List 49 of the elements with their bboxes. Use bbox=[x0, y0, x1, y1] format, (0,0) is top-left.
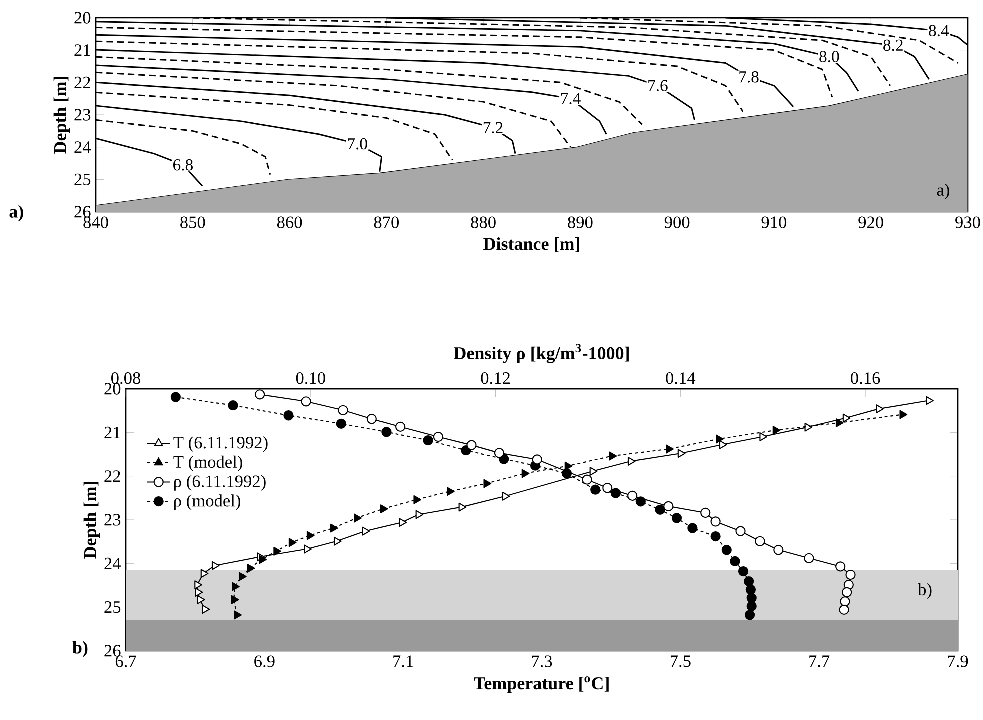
x-tick-label: 900 bbox=[664, 216, 690, 228]
y-tick-label: 23 bbox=[104, 514, 121, 526]
x-tick-label: 870 bbox=[374, 216, 400, 228]
x2-tick-label: 0.16 bbox=[851, 372, 880, 384]
x-tick-label: 920 bbox=[858, 216, 884, 228]
y-tick-label: 26 bbox=[104, 645, 121, 657]
x2-axis-title: Density ρ [kg/m$^{3}$-1000] bbox=[454, 344, 629, 364]
y-tick-label: 20 bbox=[74, 12, 91, 24]
x2-tick-label: 0.08 bbox=[112, 372, 141, 384]
x-axis-title: Temperature [$^{o}$C] bbox=[474, 676, 609, 694]
x-tick-label: 930 bbox=[956, 216, 980, 228]
y-tick-label: 23 bbox=[74, 109, 91, 121]
y-tick-label: 20 bbox=[104, 383, 121, 395]
x-tick-label: 890 bbox=[568, 216, 593, 228]
x-tick-label: 7.3 bbox=[532, 656, 552, 668]
x-tick-label: 7.5 bbox=[670, 656, 691, 668]
x-tick-label: 7.7 bbox=[810, 656, 830, 668]
y-tick-label: 26 bbox=[74, 206, 91, 218]
x-tick-label: 910 bbox=[762, 216, 787, 228]
x-tick-label: 840 bbox=[84, 216, 108, 228]
x-axis-title: Distance [m] bbox=[484, 238, 580, 252]
y-tick-label: 24 bbox=[74, 142, 92, 154]
legend-label: ρ (model) bbox=[174, 494, 240, 510]
x-tick-label: 850 bbox=[180, 216, 206, 228]
x-tick-label: 6.9 bbox=[254, 656, 275, 668]
x-tick-label: 7.9 bbox=[948, 656, 968, 668]
x-tick-label: 6.7 bbox=[116, 656, 136, 668]
x-tick-label: 860 bbox=[277, 216, 302, 228]
annotation: a) bbox=[937, 184, 950, 200]
y-tick-label: 21 bbox=[74, 44, 90, 56]
y-tick-label: 25 bbox=[74, 174, 91, 186]
y-tick-label: 21 bbox=[104, 426, 120, 438]
legend-label: T (6.11.1992) bbox=[174, 436, 268, 452]
y-tick-label: 24 bbox=[104, 558, 122, 570]
y-tick-label: 22 bbox=[74, 76, 90, 88]
annotation: b) bbox=[918, 583, 932, 600]
y-axis-title: Depth [m] bbox=[54, 77, 70, 154]
text: b) bbox=[72, 641, 88, 658]
legend-label: T (model) bbox=[174, 456, 242, 472]
x2-tick-label: 0.14 bbox=[666, 372, 696, 384]
y-axis-title: Depth [m] bbox=[84, 482, 100, 559]
x2-tick-label: 0.12 bbox=[481, 372, 510, 384]
x-tick-label: 7.1 bbox=[394, 656, 414, 668]
x2-tick-label: 0.10 bbox=[296, 372, 326, 384]
legend-label: ρ (6.11.1992) bbox=[174, 475, 266, 491]
y-tick-label: 22 bbox=[104, 470, 120, 482]
y-tick-label: 25 bbox=[104, 601, 121, 614]
x-tick-label: 880 bbox=[471, 216, 496, 228]
text: a) bbox=[10, 205, 24, 222]
